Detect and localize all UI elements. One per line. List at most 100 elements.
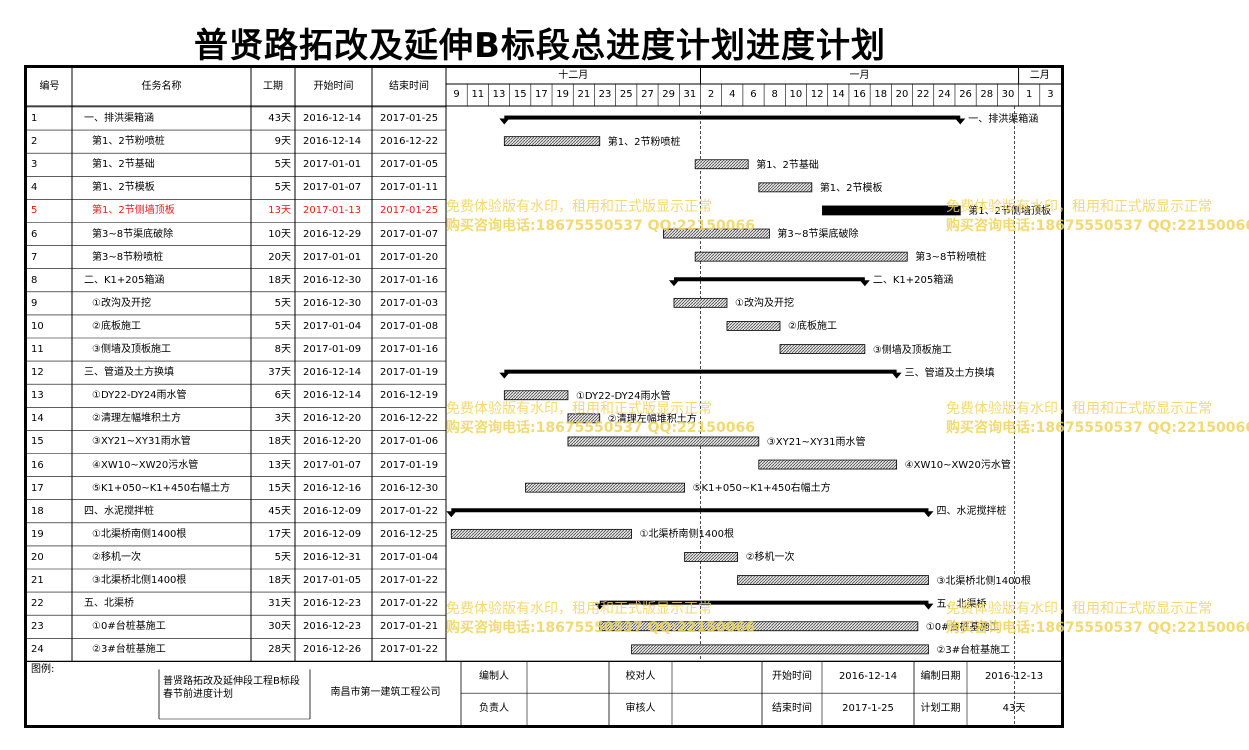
cell-name: ③侧墙及顶板施工 — [92, 344, 171, 355]
cell-duration: 31天 — [268, 598, 291, 610]
date-value: 2016-12-13 — [984, 671, 1044, 683]
cell-id: 20 — [31, 551, 44, 563]
day-label: 1 — [1025, 89, 1033, 100]
cell-id: 3 — [31, 159, 38, 171]
task-bar — [673, 297, 728, 308]
cell-duration: 5天 — [274, 159, 291, 171]
month-december: 十二月 — [558, 70, 589, 81]
day-label: 17 — [535, 89, 548, 100]
header-name: 任务名称 — [141, 81, 182, 92]
day-label: 14 — [831, 89, 845, 100]
bar-label: ③XY21~XY31雨水管 — [766, 436, 866, 448]
legend-label: 图例: — [31, 664, 55, 676]
bar-label: 第1、2节模板 — [819, 182, 883, 194]
cell-name: 二、K1+205箱涵 — [84, 274, 165, 286]
day-label: 30 — [1001, 89, 1015, 100]
compiler-label: 编制人 — [479, 671, 509, 683]
task-bar — [567, 436, 760, 447]
cell-name: ③XY21~XY31雨水管 — [92, 436, 191, 448]
bar-label: ③侧墙及顶板施工 — [872, 344, 952, 356]
cell-name: 第1、2节模板 — [92, 182, 155, 194]
cell-start: 2017-01-05 — [303, 575, 362, 586]
cell-duration: 5天 — [274, 297, 291, 309]
task-bar — [599, 621, 919, 632]
cell-duration: 15天 — [268, 482, 291, 494]
project-name: 普贤路拓改及延伸段工程B标段春节前进度计划 — [163, 676, 300, 701]
cell-duration: 43天 — [268, 113, 291, 124]
cell-id: 19 — [31, 528, 44, 540]
cell-end: 2016-12-19 — [380, 390, 439, 402]
day-label: 15 — [513, 89, 527, 100]
cell-start: 2016-12-30 — [303, 297, 362, 309]
cell-end: 2017-01-21 — [380, 621, 439, 633]
cell-id: 15 — [31, 436, 44, 448]
cell-duration: 18天 — [268, 575, 291, 586]
cell-name: ②移机一次 — [92, 551, 141, 563]
day-label: 16 — [853, 89, 866, 100]
header-duration: 工期 — [263, 81, 283, 92]
cell-start: 2016-12-16 — [303, 482, 362, 494]
cell-name: ④XW10~XW20污水管 — [92, 459, 199, 471]
bar-label: ①改沟及开挖 — [734, 298, 794, 310]
cell-start: 2017-01-01 — [303, 251, 362, 263]
plan-label: 计划工期 — [920, 703, 961, 715]
month-january: 一月 — [849, 70, 870, 81]
cell-id: 2 — [31, 136, 38, 148]
page-title: 普贤路拓改及延伸B标段总进度计划进度计划 — [194, 26, 886, 66]
cell-name: ①DY22-DY24雨水管 — [92, 390, 187, 402]
day-label: 18 — [874, 89, 888, 100]
cell-id: 1 — [31, 113, 38, 124]
summary-marker — [499, 372, 510, 379]
cell-name: ⑤K1+050~K1+450右幅土方 — [92, 482, 231, 494]
cell-end: 2016-12-30 — [380, 482, 439, 494]
day-label: 29 — [662, 89, 676, 100]
cell-duration: 3天 — [274, 413, 291, 425]
summary-marker — [446, 511, 457, 518]
cell-id: 7 — [31, 251, 38, 263]
cell-duration: 17天 — [268, 528, 291, 540]
task-bar — [503, 136, 601, 147]
header-id: 编号 — [39, 81, 60, 92]
end-label: 结束时间 — [772, 703, 812, 715]
cell-id: 8 — [31, 274, 38, 286]
cell-name: ①0#台桩基施工 — [92, 621, 166, 633]
cell-end: 2017-01-11 — [380, 182, 439, 194]
task-bar — [758, 459, 898, 470]
day-label: 8 — [771, 89, 778, 100]
task-bar — [662, 228, 770, 239]
cell-end: 2017-01-03 — [380, 297, 439, 309]
cell-start: 2017-01-07 — [303, 182, 362, 194]
cell-id: 12 — [31, 367, 44, 379]
day-label: 2 — [707, 89, 715, 100]
day-label: 24 — [937, 89, 951, 100]
cell-end: 2017-01-04 — [380, 551, 439, 563]
cell-start: 2016-12-14 — [303, 113, 362, 124]
bar-label: 四、水泥搅拌桩 — [936, 506, 1007, 518]
bar-label: ①0#台桩基施工 — [925, 621, 1000, 633]
cell-name: 第3~8节渠底破除 — [92, 228, 174, 240]
cell-start: 2016-12-20 — [303, 436, 362, 448]
cell-duration: 18天 — [268, 436, 291, 448]
day-label: 22 — [916, 89, 930, 100]
cell-name: ②底板施工 — [92, 320, 141, 332]
cell-end: 2017-01-08 — [380, 320, 439, 332]
cell-end: 2017-01-19 — [380, 367, 439, 379]
cell-name: 第1、2节侧墙顶板 — [92, 205, 175, 217]
summary-marker — [668, 280, 679, 287]
company-name: 南昌市第一建筑工程公司 — [330, 687, 441, 699]
header-end: 结束时间 — [389, 81, 429, 92]
cell-id: 21 — [31, 575, 44, 586]
day-label: 23 — [598, 89, 612, 100]
day-label: 19 — [556, 89, 569, 100]
day-label: 25 — [619, 89, 633, 100]
cell-id: 22 — [31, 598, 44, 610]
cell-name: 一、排洪渠箱涵 — [84, 113, 154, 124]
cell-start: 2016-12-14 — [303, 367, 362, 379]
cell-duration: 20天 — [268, 251, 291, 263]
day-label: 12 — [810, 89, 824, 100]
cell-end: 2017-01-22 — [380, 575, 439, 586]
month-february: 二月 — [1029, 70, 1050, 81]
bar-label: ⑤K1+050~K1+450右幅土方 — [692, 483, 831, 495]
reviewer-label: 审核人 — [625, 703, 656, 715]
cell-end: 2017-01-07 — [380, 228, 439, 240]
